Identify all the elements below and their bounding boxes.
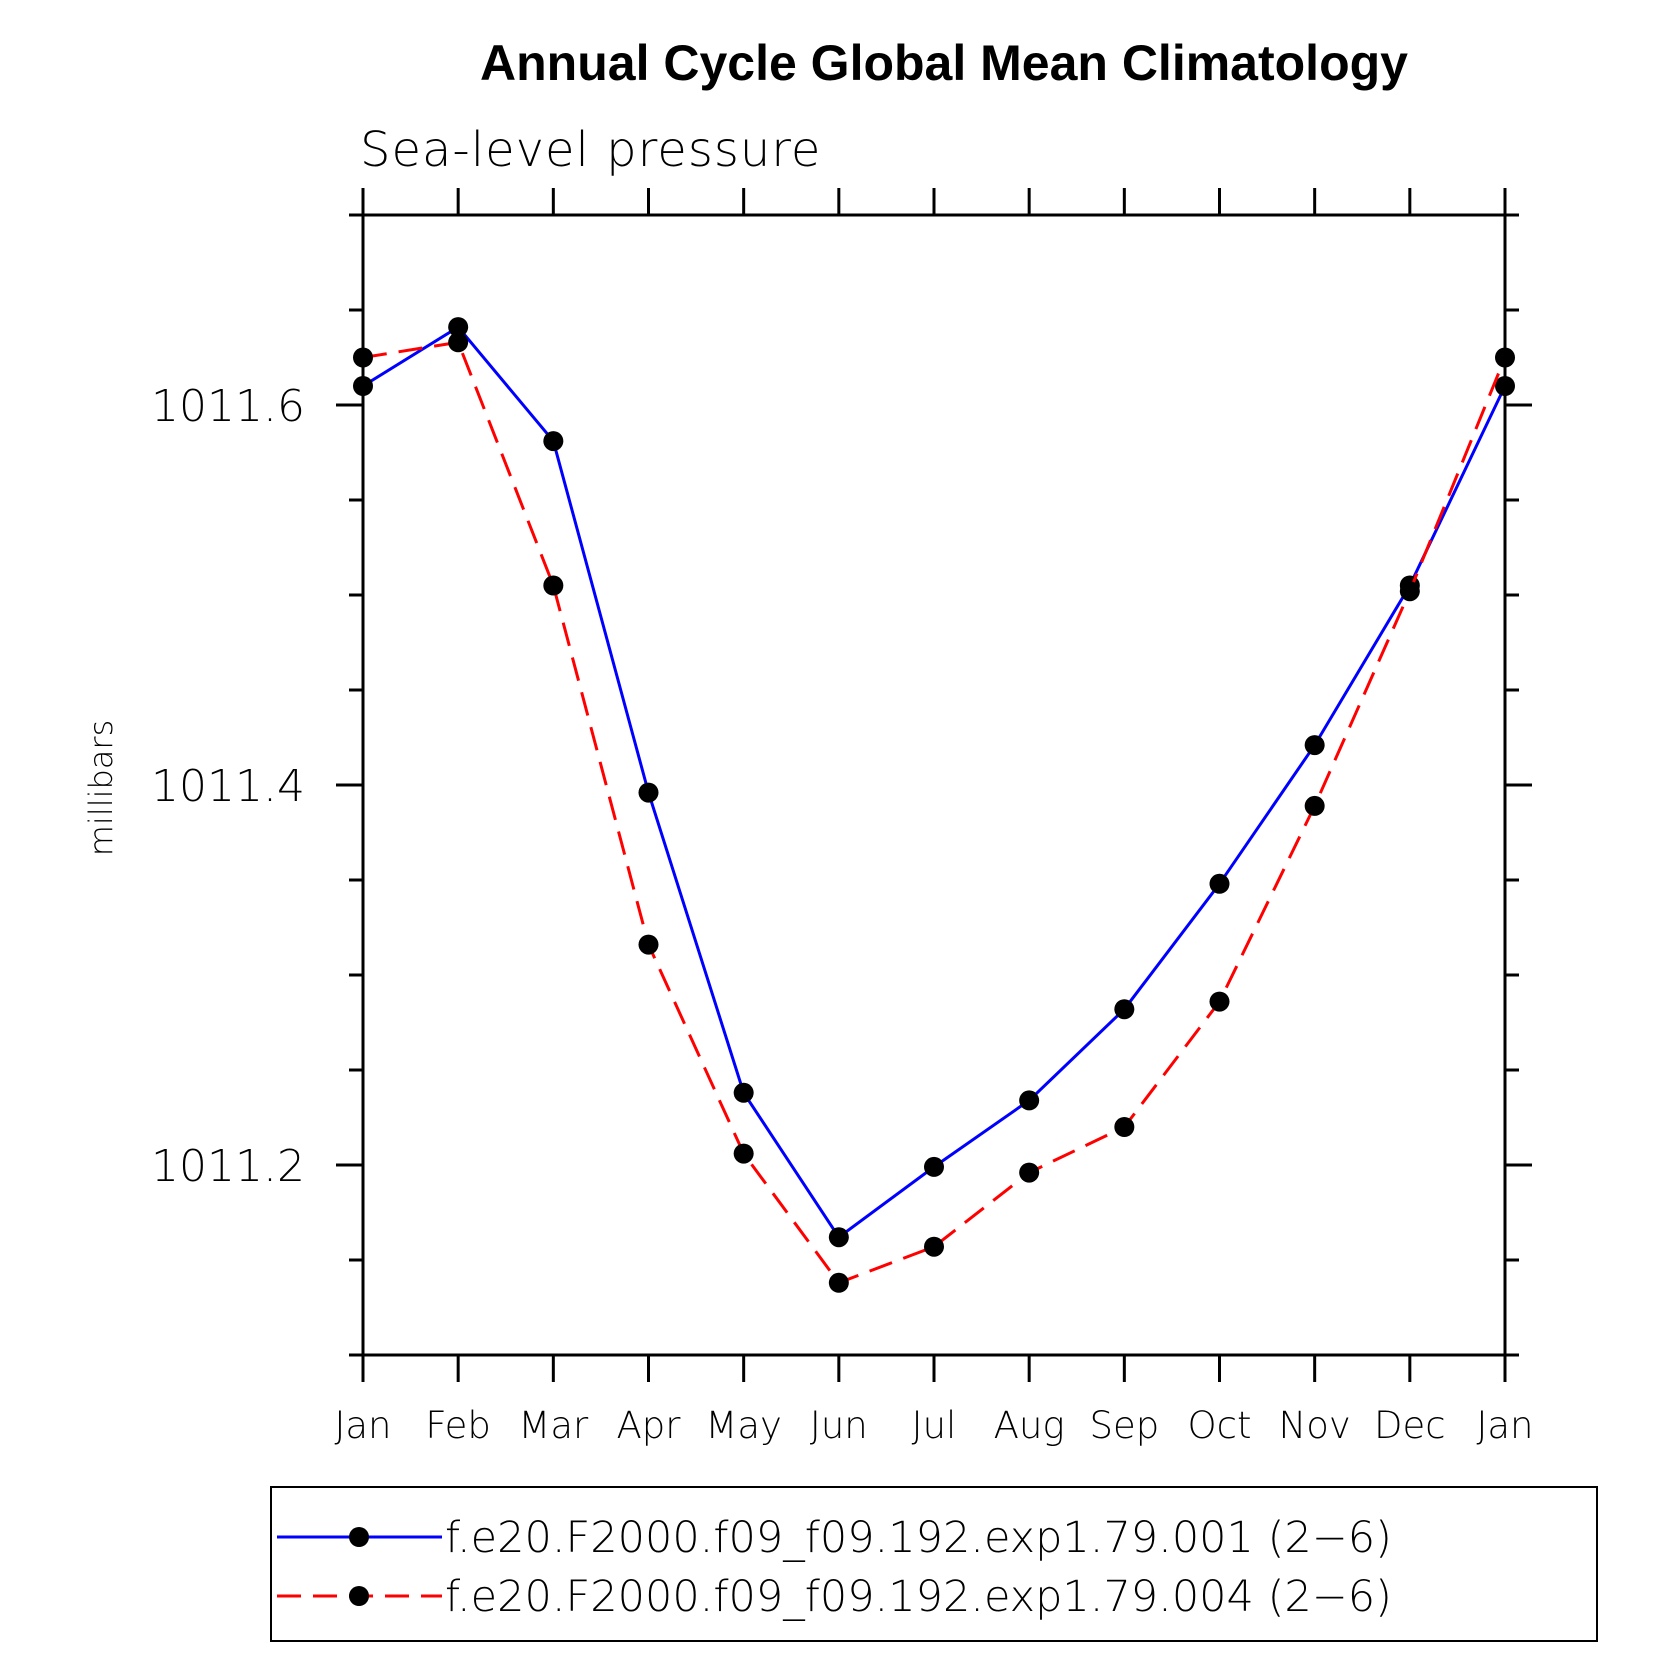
y-tick-labels: 1011.2 1011.4 1011.6: [151, 381, 305, 1192]
data-point-series-2: [1209, 991, 1230, 1012]
data-point-series-1: [924, 1156, 944, 1177]
data-point-series-1: [638, 782, 659, 803]
y-tick-label: 1011.4: [151, 761, 305, 812]
data-point-series-2: [1019, 1162, 1040, 1183]
axis-ticks: [336, 188, 1532, 1382]
data-point-series-1: [543, 431, 564, 452]
x-tick-label: Sep: [1089, 1404, 1159, 1447]
data-point-series-1: [353, 376, 373, 396]
x-tick-label: Jun: [810, 1404, 868, 1447]
x-tick-label: Mar: [518, 1404, 589, 1447]
y-tick-label: 1011.2: [151, 1141, 305, 1192]
data-point-series-1: [1114, 999, 1135, 1020]
series-layer: [353, 317, 1515, 1293]
chart-subtitle: Sea-level pressure: [360, 122, 821, 178]
x-tick-labels: Jan Feb Mar Apr May Jun Jul Aug Sep Oct Nov Dec Jan: [334, 1404, 1533, 1447]
data-point-series-2: [543, 575, 564, 596]
x-tick-label: Oct: [1188, 1404, 1252, 1447]
chart-title: Annual Cycle Global Mean Climatology: [480, 35, 1408, 91]
data-point-series-2: [1304, 795, 1325, 816]
legend-marker-1: [349, 1527, 369, 1547]
data-point-series-1: [733, 1082, 754, 1103]
data-point-series-2: [353, 347, 373, 368]
series-line-1: [362, 325, 1507, 1240]
data-point-series-2: [733, 1143, 754, 1164]
data-point-series-2: [828, 1272, 849, 1293]
data-point-series-1: [1495, 376, 1515, 396]
legend-label-2: f.e20.F2000.f09_f09.192.exp1.79.004 (2−6…: [445, 1572, 1392, 1622]
x-tick-label: Nov: [1279, 1404, 1351, 1447]
data-point-series-2: [1114, 1117, 1135, 1137]
plot-frame: [361, 213, 1507, 1357]
y-axis-label: millibars: [82, 720, 120, 856]
x-tick-label: Jan: [1476, 1404, 1533, 1447]
data-point-series-1: [1209, 873, 1230, 894]
x-tick-label: May: [705, 1404, 782, 1447]
data-point-series-1: [828, 1227, 849, 1248]
legend-label-1: f.e20.F2000.f09_f09.192.exp1.79.001 (2−6…: [445, 1513, 1392, 1563]
data-point-series-1: [1019, 1090, 1040, 1111]
data-point-series-1: [1304, 735, 1325, 756]
x-tick-label: Jan: [334, 1404, 391, 1447]
x-tick-label: Jul: [912, 1404, 957, 1447]
data-point-series-2: [638, 934, 659, 955]
data-point-series-2: [1495, 347, 1515, 368]
x-tick-label: Dec: [1374, 1404, 1446, 1447]
x-tick-label: Aug: [994, 1404, 1065, 1447]
data-point-series-1: [448, 317, 469, 338]
y-tick-label: 1011.6: [151, 381, 305, 432]
legend-box: [270, 1486, 1598, 1642]
legend-marker-2: [349, 1586, 369, 1606]
legend: f.e20.F2000.f09_f09.192.exp1.79.001 (2−6…: [270, 1486, 1598, 1642]
x-tick-label: Apr: [616, 1404, 681, 1447]
data-point-series-2: [1399, 581, 1420, 602]
x-tick-label: Feb: [425, 1404, 491, 1447]
series-line-2: [362, 340, 1507, 1285]
data-point-series-2: [448, 332, 469, 353]
data-point-series-2: [924, 1236, 944, 1257]
